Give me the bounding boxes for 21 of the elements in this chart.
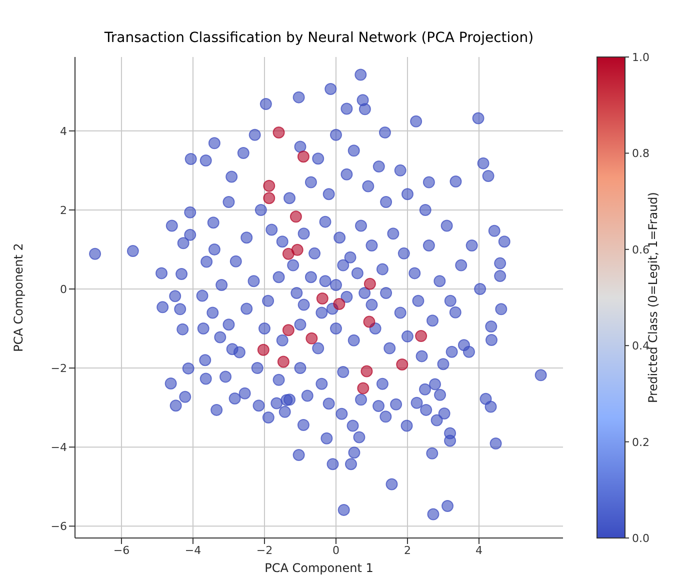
color-bar-label: 0.0 bbox=[632, 532, 650, 545]
color-bar-label: 0.2 bbox=[632, 436, 650, 449]
x-tick-label: −6 bbox=[113, 544, 130, 557]
x-tick-label: 0 bbox=[332, 544, 340, 557]
y-tick-label: 0 bbox=[60, 282, 67, 296]
x-tick-label: 4 bbox=[475, 544, 482, 557]
x-tick-label: 2 bbox=[404, 544, 411, 557]
y-tick-label: −4 bbox=[50, 441, 67, 454]
y-tick-label: −6 bbox=[50, 520, 67, 534]
y-tick-label: −2 bbox=[50, 362, 67, 375]
x-tick-label: −2 bbox=[256, 544, 273, 557]
x-tick-label: −4 bbox=[184, 544, 202, 557]
x-axis-title: PCA Component 1 bbox=[264, 561, 374, 575]
color-bar-label: 0.4 bbox=[632, 340, 650, 353]
y-axis-title: PCA Component 2 bbox=[11, 243, 26, 352]
y-tick-label: 2 bbox=[60, 204, 67, 217]
chart-title: Transaction Classification by Neural Network (PCA Projection) bbox=[103, 30, 535, 46]
color-bar-label: 0.8 bbox=[632, 147, 650, 160]
color-bar-label: 1.0 bbox=[632, 51, 650, 64]
color-bar-label: 0.6 bbox=[632, 243, 650, 256]
y-tick-label: 4 bbox=[60, 124, 67, 138]
